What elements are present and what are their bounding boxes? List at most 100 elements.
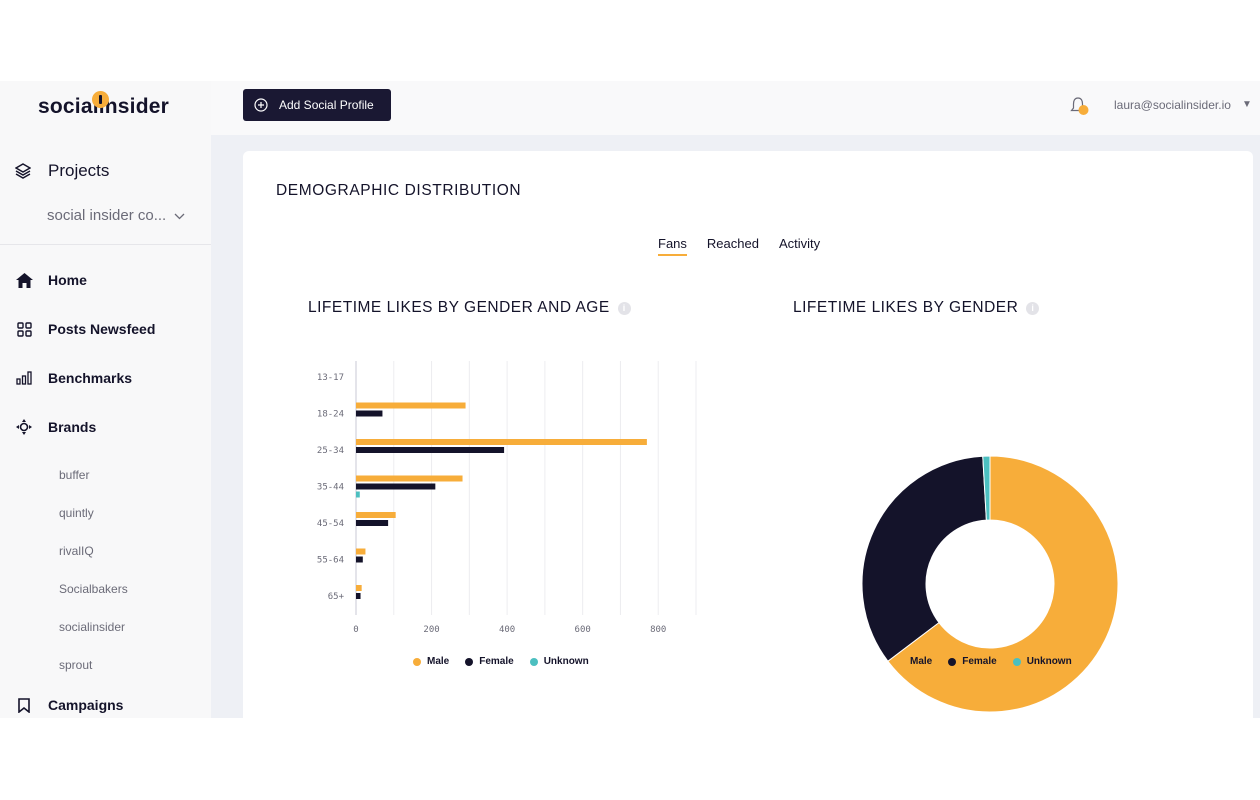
donut-chart-title: LIFETIME LIKES BY GENDER i bbox=[793, 299, 1040, 317]
bar-male bbox=[356, 512, 396, 518]
bar-female bbox=[356, 520, 389, 526]
sidebar-item-campaigns[interactable]: Campaigns bbox=[15, 696, 123, 714]
sidebar: socialinsider Projects social insider co… bbox=[0, 81, 211, 718]
bar-male bbox=[356, 585, 362, 591]
legend-male-dot bbox=[413, 657, 421, 666]
sidebar-item-home[interactable]: Home bbox=[15, 271, 87, 289]
page-title: DEMOGRAPHIC DISTRIBUTION bbox=[276, 182, 522, 199]
bar-unknown bbox=[356, 491, 360, 498]
legend-label: Male bbox=[910, 656, 933, 667]
tab-reached[interactable]: Reached bbox=[706, 236, 759, 251]
y-tick-label: 18-24 bbox=[317, 410, 344, 420]
grid-icon bbox=[15, 320, 33, 338]
legend-label: Female bbox=[479, 656, 514, 667]
legend-label: Unknown bbox=[1026, 656, 1072, 667]
bar-chart-icon bbox=[15, 369, 33, 387]
topbar: Add Social Profile laura@socialinsider.i… bbox=[211, 81, 1260, 135]
donut-chart-legend: Male Female Unknown bbox=[896, 656, 1072, 667]
brand-item[interactable]: socialinsider bbox=[59, 620, 126, 634]
donut-chart-title-text: LIFETIME LIKES BY GENDER bbox=[793, 299, 1019, 316]
demographic-card: DEMOGRAPHIC DISTRIBUTION Fans Reached Ac… bbox=[243, 151, 1253, 718]
tab-activity[interactable]: Activity bbox=[778, 236, 821, 251]
sidebar-item-label: Campaigns bbox=[48, 697, 124, 713]
x-tick-label: 0 bbox=[353, 625, 358, 635]
x-tick-label: 200 bbox=[423, 625, 439, 635]
sidebar-divider bbox=[0, 244, 211, 245]
donut-slice-unknown bbox=[982, 455, 991, 521]
sidebar-item-brands[interactable]: Brands bbox=[15, 418, 96, 436]
y-tick-label: 35-44 bbox=[317, 483, 344, 493]
bar-female bbox=[356, 556, 363, 563]
brand-item[interactable]: Socialbakers bbox=[59, 582, 128, 596]
legend-label: Unknown bbox=[543, 656, 589, 667]
legend-unknown[interactable]: Unknown bbox=[1012, 656, 1072, 667]
bookmark-icon bbox=[15, 696, 33, 714]
legend-male[interactable]: Male bbox=[896, 656, 932, 667]
project-select[interactable]: social insider co... bbox=[47, 207, 185, 224]
bar-female bbox=[356, 410, 383, 417]
legend-female-dot bbox=[948, 657, 957, 666]
legend-male-dot bbox=[896, 657, 904, 666]
y-tick-label: 65+ bbox=[328, 592, 345, 602]
chevron-down-icon bbox=[174, 207, 185, 224]
donut-chart bbox=[861, 455, 1119, 713]
projects-header[interactable]: Projects bbox=[15, 161, 109, 181]
bar-male bbox=[356, 402, 466, 409]
user-email[interactable]: laura@socialinsider.io bbox=[1114, 98, 1231, 112]
projects-label: Projects bbox=[48, 161, 110, 180]
info-icon[interactable]: i bbox=[617, 301, 631, 315]
sidebar-item-label: Home bbox=[48, 272, 87, 288]
y-tick-label: 45-54 bbox=[317, 519, 344, 529]
bar-chart-legend: Male Female Unknown bbox=[413, 656, 589, 667]
bar-male bbox=[356, 548, 366, 555]
legend-female-dot bbox=[465, 657, 474, 666]
bar-chart-title: LIFETIME LIKES BY GENDER AND AGE i bbox=[308, 299, 631, 317]
donut-slice-male bbox=[887, 455, 1119, 713]
legend-unknown[interactable]: Unknown bbox=[529, 656, 589, 667]
bar-chart-title-text: LIFETIME LIKES BY GENDER AND AGE bbox=[308, 299, 610, 316]
tabs: Fans Reached Activity bbox=[658, 236, 820, 256]
x-tick-label: 600 bbox=[575, 625, 591, 635]
sidebar-item-posts-newsfeed[interactable]: Posts Newsfeed bbox=[15, 320, 155, 338]
legend-unknown-dot bbox=[529, 657, 538, 666]
bar-chart: 13-17 18-24 25-34 35-44 45-54 55-64 65+ 0 200 400… bbox=[317, 361, 697, 635]
legend-male[interactable]: Male bbox=[413, 656, 449, 667]
y-tick-label: 13-17 bbox=[317, 373, 344, 383]
bar-male bbox=[356, 439, 647, 445]
app-shell: socialinsider Projects social insider co… bbox=[0, 81, 1260, 718]
layers-icon bbox=[15, 163, 33, 179]
brand-item[interactable]: sprout bbox=[59, 658, 93, 672]
brand-item[interactable]: buffer bbox=[59, 468, 90, 482]
bar-female bbox=[356, 593, 361, 599]
donut-slice-female bbox=[861, 455, 987, 662]
sidebar-item-label: Posts Newsfeed bbox=[48, 321, 156, 337]
caret-down-icon[interactable]: ▼ bbox=[1242, 99, 1252, 110]
legend-female[interactable]: Female bbox=[465, 656, 514, 667]
home-icon bbox=[15, 271, 33, 289]
info-icon[interactable]: i bbox=[1026, 301, 1040, 315]
legend-unknown-dot bbox=[1012, 657, 1021, 666]
sidebar-item-label: Brands bbox=[48, 419, 97, 435]
x-tick-label: 400 bbox=[499, 625, 515, 635]
legend-label: Male bbox=[427, 656, 450, 667]
plus-circle-icon bbox=[254, 98, 268, 112]
project-select-value: social insider co... bbox=[47, 207, 167, 224]
logo-mark-icon bbox=[92, 91, 109, 108]
bar-male bbox=[356, 475, 463, 482]
sidebar-item-benchmarks[interactable]: Benchmarks bbox=[15, 369, 132, 387]
tab-fans[interactable]: Fans bbox=[658, 236, 687, 256]
add-social-profile-label: Add Social Profile bbox=[279, 98, 374, 112]
bar-female bbox=[356, 447, 505, 453]
notifications-bell-icon[interactable] bbox=[1070, 95, 1090, 117]
add-social-profile-button[interactable]: Add Social Profile bbox=[243, 89, 391, 121]
bar-female bbox=[356, 483, 436, 490]
legend-label: Female bbox=[962, 656, 997, 667]
x-tick-label: 800 bbox=[650, 625, 666, 635]
legend-female[interactable]: Female bbox=[948, 656, 997, 667]
crosshair-icon bbox=[15, 418, 33, 436]
y-tick-label: 25-34 bbox=[317, 446, 344, 456]
brand-item[interactable]: rivalIQ bbox=[59, 544, 94, 558]
brand-item[interactable]: quintly bbox=[59, 506, 94, 520]
y-tick-label: 55-64 bbox=[317, 556, 344, 566]
sidebar-item-label: Benchmarks bbox=[48, 370, 133, 386]
